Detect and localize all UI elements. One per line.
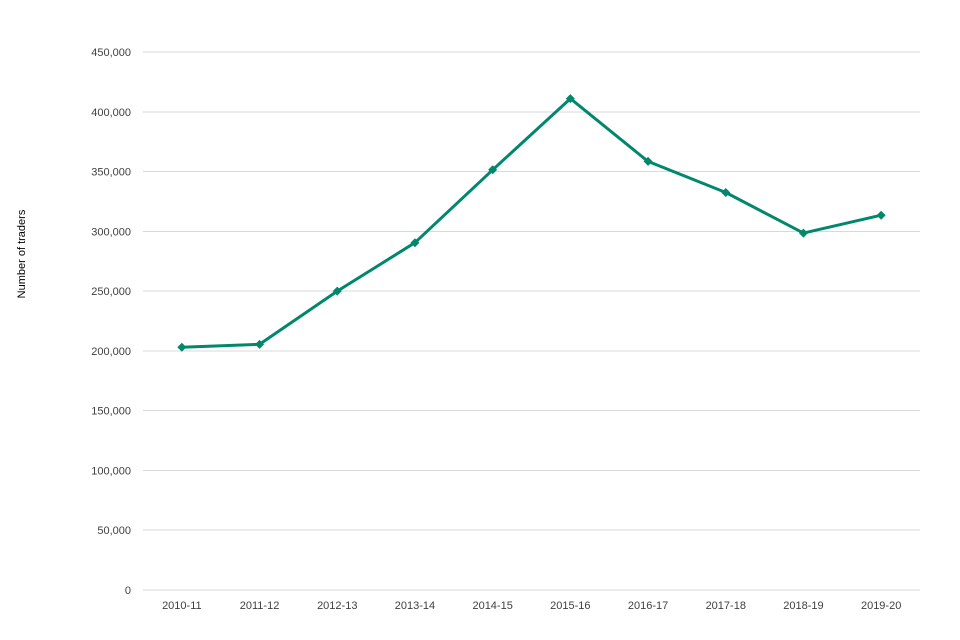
x-tick-label: 2014-15 xyxy=(472,600,512,612)
y-tick-label: 300,000 xyxy=(91,226,131,238)
y-axis-title: Number of traders xyxy=(16,209,28,298)
x-tick-label: 2011-12 xyxy=(240,600,280,612)
data-point-marker xyxy=(410,238,420,248)
y-tick-label: 200,000 xyxy=(91,346,131,358)
data-point-marker xyxy=(332,286,342,296)
data-point-marker xyxy=(798,228,808,238)
x-tick-label: 2012-13 xyxy=(317,600,357,612)
x-tick-label: 2013-14 xyxy=(395,600,435,612)
x-tick-label: 2015-16 xyxy=(550,600,590,612)
x-tick-label: 2010-11 xyxy=(162,600,202,612)
y-tick-label: 100,000 xyxy=(91,465,131,477)
x-tick-label: 2016-17 xyxy=(628,600,668,612)
data-series xyxy=(177,94,886,352)
y-axis-tick-labels: 0 50,000 100,000 150,000 200,000 250,000 300,0… xyxy=(91,47,131,597)
data-point-marker xyxy=(643,156,653,166)
x-tick-label: 2018-19 xyxy=(783,600,823,612)
x-tick-label: 2019-20 xyxy=(861,600,901,612)
y-tick-label: 150,000 xyxy=(91,406,131,418)
data-point-marker xyxy=(488,165,498,175)
x-tick-label: 2017-18 xyxy=(706,600,746,612)
x-axis-tick-labels: 2010-11 2011-12 2012-13 2013-14 2014-15 2015-… xyxy=(162,600,901,612)
y-tick-label: 0 xyxy=(125,585,131,597)
data-point-marker xyxy=(721,187,731,197)
gridlines xyxy=(143,51,920,591)
data-point-marker xyxy=(177,342,187,352)
y-tick-label: 450,000 xyxy=(91,47,131,59)
y-tick-label: 250,000 xyxy=(91,286,131,298)
data-point-marker xyxy=(876,210,886,220)
data-point-marker xyxy=(255,339,265,349)
series-line xyxy=(180,97,883,349)
y-tick-label: 50,000 xyxy=(97,525,131,537)
y-tick-label: 400,000 xyxy=(91,107,131,119)
data-point-marker xyxy=(565,94,575,104)
y-tick-label: 350,000 xyxy=(91,167,131,179)
